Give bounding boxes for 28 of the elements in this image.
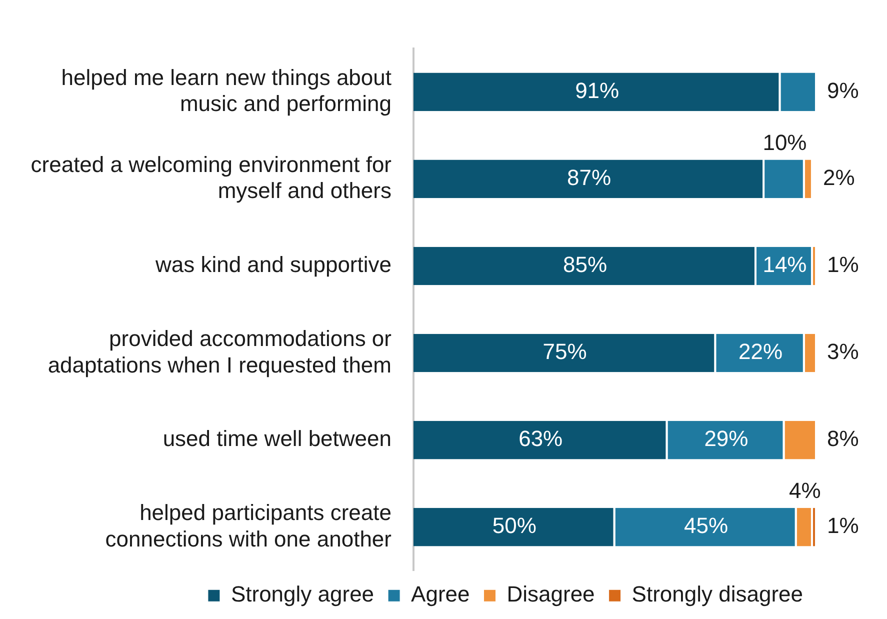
data-label: 50%: [492, 513, 536, 538]
data-label: 3%: [827, 339, 859, 364]
data-label: 1%: [827, 252, 859, 278]
data-label: 1%: [827, 513, 859, 538]
data-label: 10%: [762, 130, 807, 156]
data-label: 14%: [762, 252, 807, 278]
data-label: 9%: [827, 78, 859, 103]
data-label: 85%: [562, 252, 608, 278]
legend-label: Agree: [411, 582, 470, 607]
data-label: 87%: [567, 165, 612, 190]
data-label: 45%: [684, 513, 728, 538]
y-tick-label: was kind and supportive: [154, 252, 392, 278]
data-label: 29%: [704, 426, 748, 452]
legend-label: Strongly disagree: [632, 582, 804, 607]
data-label: 22%: [738, 339, 783, 364]
y-tick-label: created a welcoming environment for myself and others: [30, 152, 392, 204]
data-label: 2%: [822, 165, 855, 190]
legend-label: Strongly agree: [230, 582, 374, 607]
data-label: 8%: [827, 426, 859, 452]
y-tick-label: used time well between: [162, 426, 392, 452]
y-tick-label: provided accommodations or adaptations when I requested them: [48, 326, 392, 378]
data-label: 4%: [788, 478, 821, 504]
data-label: 91%: [575, 78, 620, 103]
legend-label: Disagree: [506, 582, 595, 607]
y-tick-label: helped me learn new things about music and performing: [61, 64, 392, 116]
data-label: 63%: [518, 426, 563, 452]
data-label: 75%: [542, 339, 587, 364]
y-tick-label: helped participants create connections with one another: [105, 500, 392, 552]
